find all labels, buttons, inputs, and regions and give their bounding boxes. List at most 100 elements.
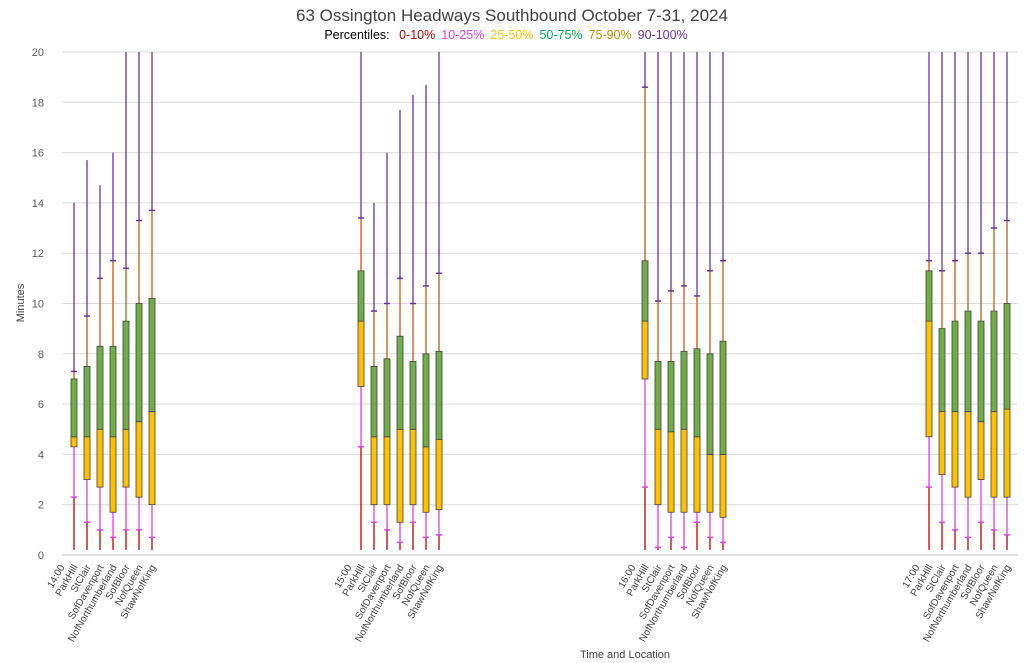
x-axis-title: Time and Location [580,649,670,661]
chart-title: 63 Ossington Headways Southbound October… [296,6,728,25]
box-25-50 [135,421,143,498]
box-50-75 [925,270,933,322]
y-tick-label: 6 [38,399,44,411]
legend-entries: 0-10% 10-25% 25-50% 50-75% 75-90% 90-100% [399,28,694,42]
box-25-50 [422,446,430,513]
box-25-50 [951,411,959,488]
box-25-50 [70,436,78,448]
box-25-50 [1003,408,1011,498]
box-17:00-StClair [938,52,946,550]
box-50-75 [96,345,104,430]
box-15:00-StClair [370,202,378,550]
box-50-75 [964,310,972,413]
box-15:00-ParkHill [357,52,365,550]
box-25-50 [83,436,91,480]
y-tick-label: 16 [32,148,44,160]
box-50-75 [1003,303,1011,410]
box-25-50 [396,428,404,523]
box-25-50 [96,428,104,488]
box-50-75 [409,360,417,430]
box-25-50 [719,453,727,518]
box-17:00-NofQueen [990,52,998,550]
box-50-75 [357,270,365,322]
box-50-75 [938,328,946,413]
box-15:00-NofNorthumberland [396,109,404,550]
legend-label: Percentiles: [324,28,390,42]
box-16:00-ShawNofKing [719,52,727,550]
box-17:00-ParkHill [925,52,933,550]
box-25-50 [680,428,688,513]
y-tick-label: 0 [38,550,44,562]
box-25-50 [370,436,378,506]
box-14:00-StClair [83,160,91,550]
box-14:00-SofBloor [122,52,130,550]
box-15:00-SofDavenport [383,152,391,550]
box-25-50 [654,428,662,506]
box-25-50 [964,411,972,498]
box-50-75 [990,310,998,413]
legend-entry-5: 90-100% [637,28,688,42]
box-25-50 [435,438,443,511]
box-25-50 [122,428,130,488]
legend-entry-2: 25-50% [490,28,534,42]
y-tick-label: 4 [38,449,44,461]
category-labels: 14:00ParkHillStClairSofDavenportNofNorth… [46,562,1014,644]
box-16:00-ParkHill [641,52,649,550]
box-50-75 [435,350,443,440]
legend-entry-0: 0-10% [399,28,436,42]
box-17:00-SofBloor [977,52,985,550]
box-16:00-NofQueen [706,52,714,550]
y-tick-label: 2 [38,500,44,512]
box-14:00-NofNorthumberland [109,152,117,550]
box-25-50 [990,411,998,498]
box-50-75 [680,350,688,430]
box-50-75 [719,340,727,455]
box-14:00-NofQueen [135,52,143,550]
box-17:00-SofDavenport [951,52,959,550]
box-50-75 [396,335,404,430]
box-50-75 [422,353,430,448]
box-16:00-SofDavenport [667,52,675,550]
chart-legend: Percentiles: 0-10% 10-25% 25-50% 50-75% 75-9… [0,28,1024,42]
box-25-50 [357,320,365,387]
box-50-75 [667,360,675,433]
box-25-50 [977,421,985,480]
legend-entry-4: 75-90% [588,28,632,42]
box-50-75 [641,260,649,322]
legend-entry-3: 50-75% [539,28,583,42]
box-14:00-SofDavenport [96,185,104,550]
y-tick-label: 20 [32,47,44,59]
gridlines [62,51,1018,556]
box-50-75 [70,378,78,438]
box-25-50 [693,436,701,513]
box-14:00-ParkHill [70,202,78,550]
box-50-75 [122,320,130,430]
box-50-75 [148,298,156,413]
box-17:00-ShawNofKing [1003,52,1011,550]
box-50-75 [977,320,985,423]
box-50-75 [706,353,714,455]
box-14:00-ShawNofKing [148,52,156,550]
box-25-50 [938,411,946,475]
box-25-50 [925,320,933,438]
box-25-50 [383,436,391,506]
box-15:00-ShawNofKing [435,52,443,550]
box-50-75 [83,365,91,438]
box-series [70,52,1011,550]
y-tick-label: 14 [32,198,44,210]
box-25-50 [667,431,675,513]
box-17:00-NofNorthumberland [964,52,972,550]
box-25-50 [109,436,117,513]
box-16:00-SofBloor [693,52,701,550]
legend-entry-1: 10-25% [441,28,485,42]
box-25-50 [409,428,417,506]
box-50-75 [383,358,391,438]
box-50-75 [370,365,378,438]
box-50-75 [109,345,117,438]
y-tick-label: 18 [32,97,44,109]
y-axis-ticks: 0 2 4 6 8 10 12 14 16 18 20 [32,47,44,562]
box-25-50 [148,411,156,506]
box-50-75 [693,348,701,438]
box-25-50 [706,453,714,513]
